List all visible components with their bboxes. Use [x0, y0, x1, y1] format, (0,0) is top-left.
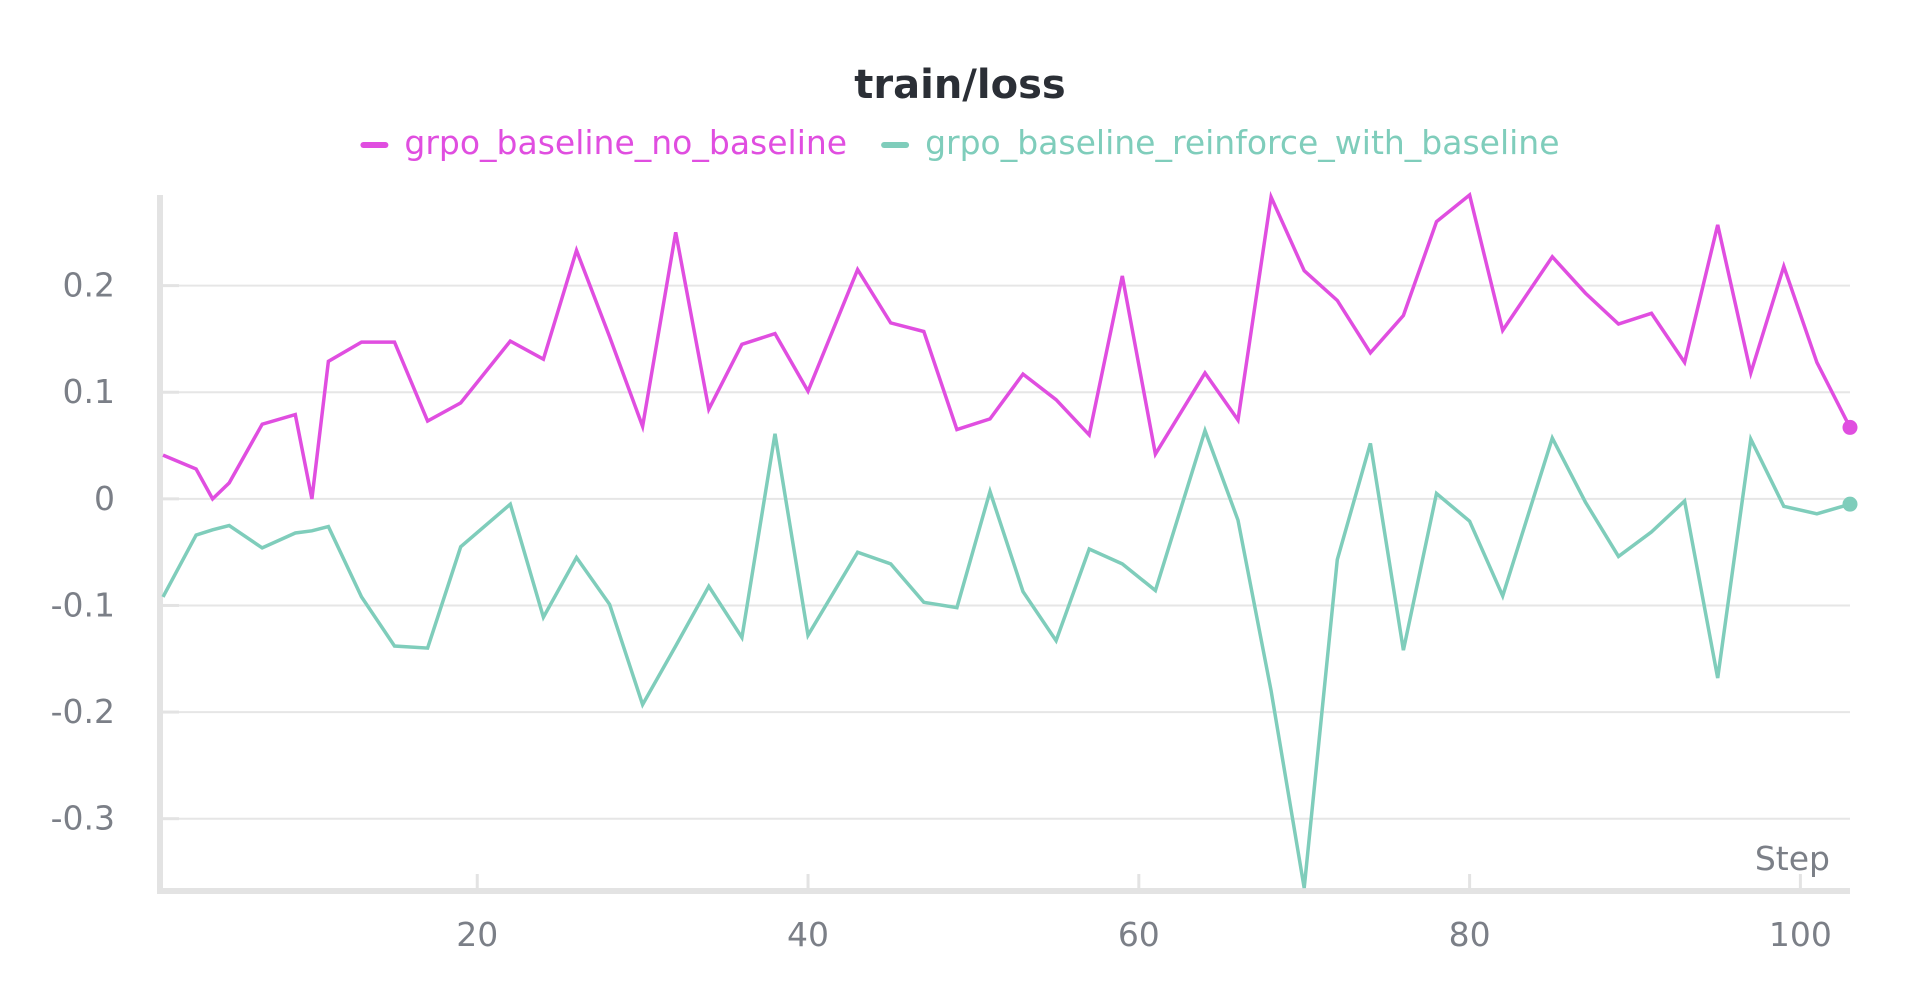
series-line-1	[162, 190, 1852, 502]
series-end-point-1	[1842, 419, 1858, 435]
axes	[157, 195, 1850, 894]
series-end-point-2	[1842, 496, 1858, 512]
legend-item-1[interactable]: grpo_baseline_no_baseline	[360, 123, 847, 162]
legend-swatch	[881, 142, 910, 148]
legend-swatch	[360, 142, 389, 148]
legend-item-2[interactable]: grpo_baseline_reinforce_with_baseline	[881, 123, 1560, 162]
x-tick-label: 100	[1769, 915, 1832, 954]
series-line-2	[161, 425, 1851, 889]
x-tick-label: 80	[1449, 915, 1491, 954]
y-tick-label: -0.1	[51, 585, 115, 624]
series-lines	[161, 190, 1858, 889]
legend-label: grpo_baseline_no_baseline	[404, 123, 847, 162]
gridlines	[163, 284, 1850, 820]
x-axis-label: Step	[1755, 839, 1830, 878]
chart-title: train/loss	[854, 62, 1065, 108]
tick-labels: 0.2 0.1 0 -0.1 -0.2 -0.3 20 40 60 80 100	[51, 266, 1832, 954]
x-tick-label: 40	[787, 915, 829, 954]
legend-label: grpo_baseline_reinforce_with_baseline	[925, 123, 1559, 162]
x-tick-label: 60	[1118, 915, 1160, 954]
y-tick-label: 0.1	[63, 372, 115, 411]
x-tick-label: 20	[456, 915, 498, 954]
y-tick-label: 0.2	[63, 266, 115, 305]
y-tick-label: -0.2	[51, 692, 115, 731]
y-tick-label: -0.3	[51, 799, 115, 838]
y-tick-label: 0	[94, 479, 115, 518]
legend: grpo_baseline_no_baseline grpo_baseline_r…	[360, 123, 1560, 162]
